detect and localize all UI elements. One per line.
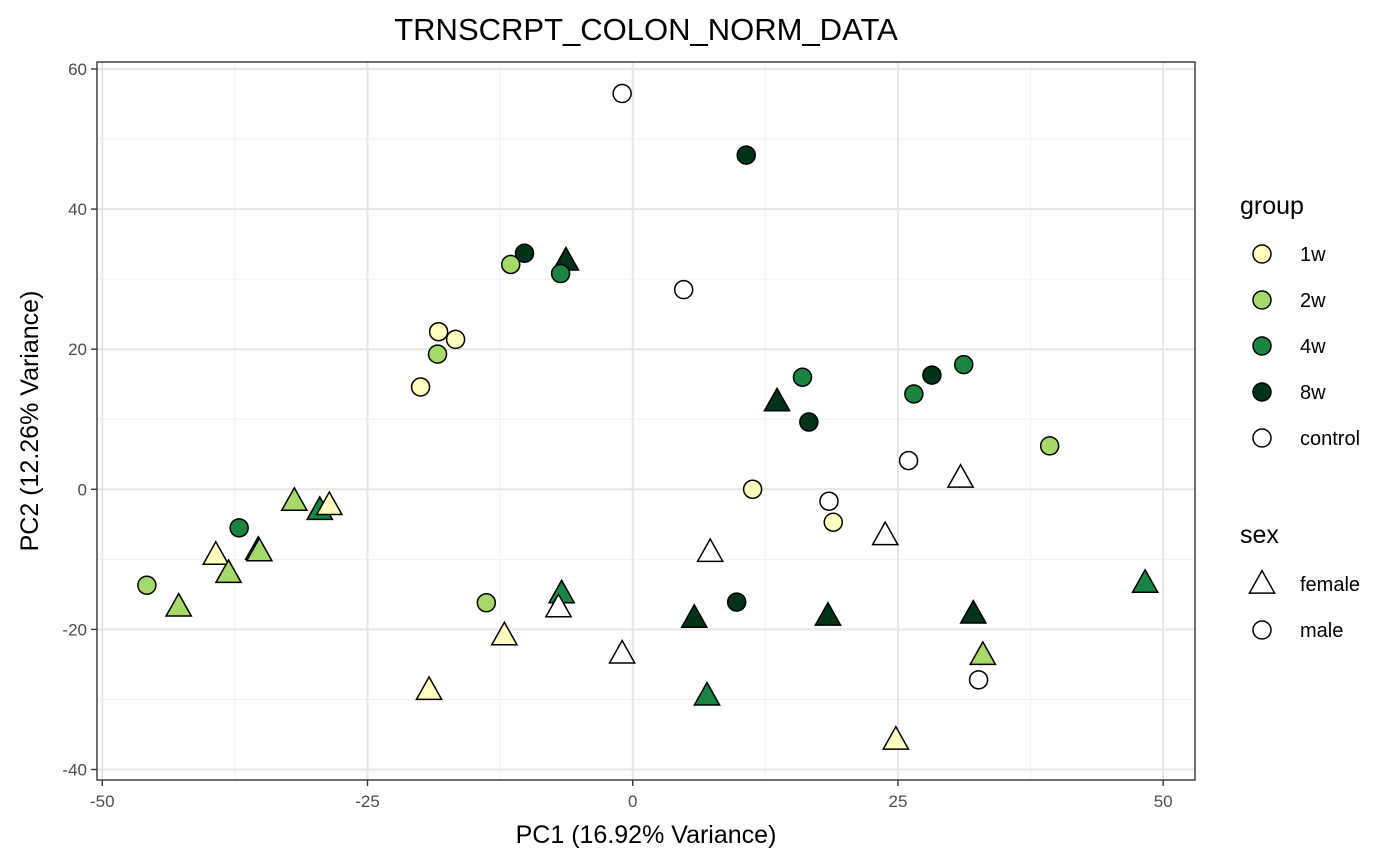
scatter-point-triangle [245,536,274,562]
x-tick-label: 25 [888,792,907,811]
scatter-point-triangle [693,681,721,706]
scatter-point-circle [968,670,989,690]
scatter-point-circle [410,377,431,397]
y-tick-label: 20 [68,340,87,359]
scatter-point-circle [137,575,157,596]
scatter-point-triangle [696,537,725,563]
y-tick-label: -20 [62,620,87,639]
scatter-point-triangle [871,520,900,546]
scatter-point-triangle [814,601,842,626]
scatter-point-triangle [490,620,519,646]
scatter-point-circle [898,450,919,471]
legend-label-sex: male [1300,620,1343,642]
grid-layer [97,62,1195,780]
scatter-point-triangle [946,463,975,488]
legend-label-group: 2w [1300,290,1326,312]
scatter-point-circle [673,279,694,300]
y-tick-label: -40 [62,760,87,779]
scatter-point-circle [612,83,632,104]
legend-key-group [1252,428,1272,448]
scatter-point-triangle [881,725,910,750]
points-layer [137,83,1160,750]
scatter-point-circle [742,479,763,500]
scatter-point-triangle [415,675,443,701]
scatter-point-circle [427,344,448,364]
scatter-point-circle [500,254,521,275]
legend-key-group [1252,336,1272,356]
scatter-point-triangle [1131,568,1160,593]
scatter-point-circle [229,518,249,538]
x-axis-title: PC1 (16.92% Variance) [516,821,777,849]
scatter-point-circle [792,367,813,387]
legend-label-group: control [1300,428,1360,450]
scatter-point-triangle [959,599,988,624]
scatter-point-triangle [544,592,573,618]
legend-label-sex: female [1300,574,1360,596]
x-tick-label: 50 [1154,792,1173,811]
legend-label-group: 8w [1300,382,1326,404]
scatter-point-circle [819,491,839,511]
scatter-point-triangle [315,490,344,516]
y-tick-label: 0 [78,480,87,499]
legend-key-sex [1252,620,1272,640]
plot-panel-border [96,61,1196,781]
scatter-point-triangle [763,386,791,412]
legend-label-group: 4w [1300,336,1326,358]
scatter-point-circle [922,365,942,385]
scatter-point-circle [550,263,571,284]
scatter-point-circle [428,321,449,342]
scatter-point-triangle [214,558,243,584]
legend-key-group [1252,382,1272,402]
y-tick-label: 40 [68,200,87,219]
scatter-point-triangle [280,486,309,512]
scatter-point-circle [1039,436,1060,456]
scatter-point-circle [953,354,974,375]
y-tick-label: 60 [68,60,87,79]
scatter-point-circle [799,412,819,432]
scatter-point-triangle [680,603,709,629]
scatter-point-triangle [201,540,230,565]
legend-title-group: group [1240,192,1304,220]
legend: group 1w 2w 4w 8w control sex female male [1240,192,1360,642]
scatter-point-circle [736,145,757,165]
x-tick-label: -25 [355,792,380,811]
scatter-point-circle [904,384,924,404]
scatter-point-circle [476,593,497,613]
legend-key-group [1252,244,1272,264]
scatter-point-triangle [608,638,637,664]
scatter-point-triangle [164,592,193,617]
legend-title-sex: sex [1240,521,1279,549]
x-tick-label: -50 [90,792,115,811]
axis-layer: -50 -25 0 25 50 -40 -20 0 20 40 60 [62,60,1172,811]
legend-key-group [1252,290,1272,310]
legend-label-group: 1w [1300,244,1326,266]
y-axis-title: PC2 (12.26% Variance) [16,291,44,552]
x-tick-label: 0 [628,792,637,811]
scatter-point-circle [823,512,843,532]
scatter-point-circle [514,243,535,263]
legend-key-sex [1248,569,1276,594]
chart-title: TRNSCRPT_COLON_NORM_DATA [394,12,898,47]
scatter-point-circle [726,592,747,612]
scatter-point-circle [445,329,466,350]
scatter-point-triangle [968,640,997,666]
